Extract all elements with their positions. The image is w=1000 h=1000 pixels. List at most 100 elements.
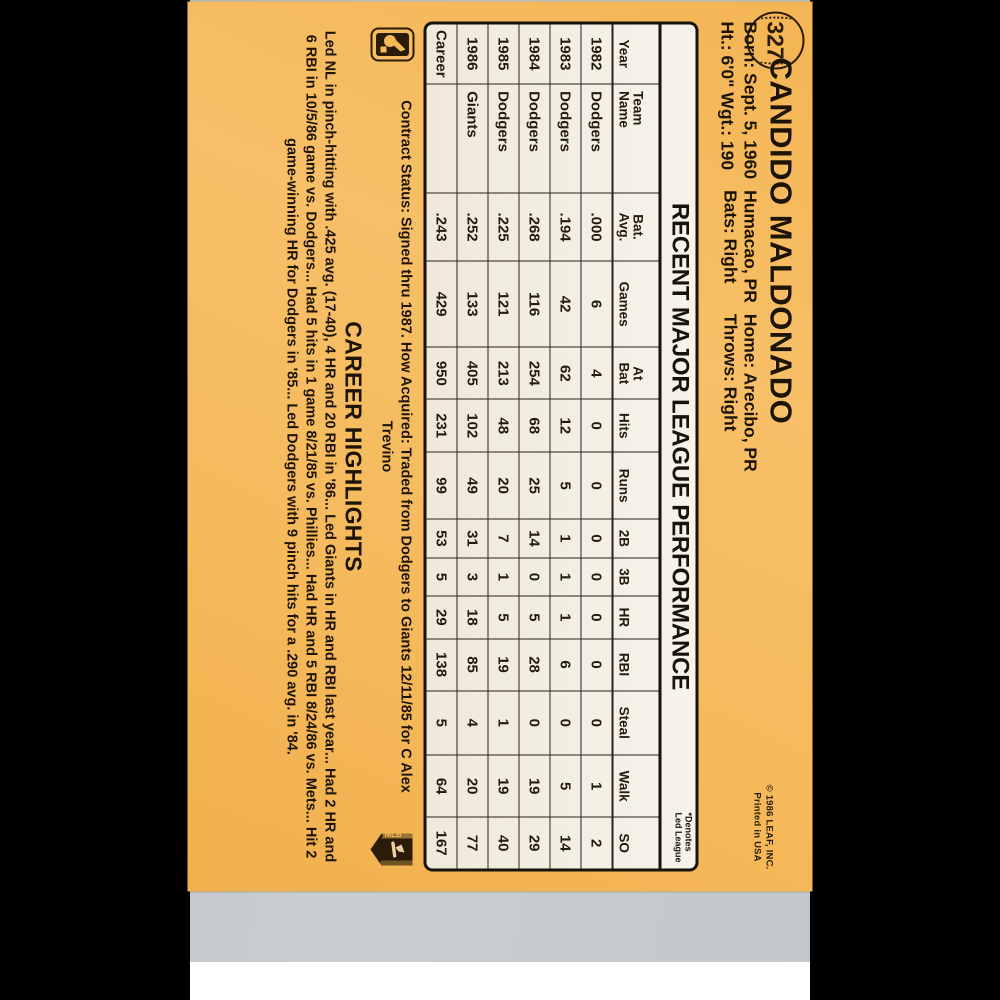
stats-cell: 18	[457, 596, 488, 639]
stats-col-header-bat: At Bat	[612, 347, 659, 400]
stats-col-header-runs: Runs	[612, 452, 659, 520]
bio-bats: Bats: Right	[720, 190, 741, 284]
copyright-line-2: Printed in USA	[751, 792, 763, 862]
stats-cell: 1	[550, 557, 581, 597]
stats-cell: Dodgers	[581, 83, 613, 194]
career-cell: 429	[426, 260, 457, 348]
stats-cell: 5	[519, 596, 550, 639]
white-bottom-band	[190, 962, 810, 1000]
table-row: 1985 Dodgers .225 121 213 48 20 7 1 5 19 1 19 40	[488, 24, 519, 869]
stats-cell: 1986	[457, 24, 488, 84]
legend-line-1: *Denotes	[683, 812, 694, 852]
stats-cell: 1984	[519, 24, 550, 84]
stats-cell: 0	[581, 638, 613, 691]
stats-col-header-line-2: Steal	[616, 706, 632, 739]
career-cell: 950	[426, 347, 457, 400]
stats-cell: 0	[581, 690, 613, 756]
career-label-cell: Career	[426, 24, 457, 84]
career-cell: 5	[426, 557, 457, 597]
stats-cell: 19	[488, 755, 519, 818]
stats-col-header-line-2: Walk	[616, 770, 632, 802]
stats-col-header-line-2: 2B	[616, 529, 632, 548]
card-header: CANDIDO MALDONADO Born: Sept. 5, 1960 Ht…	[701, 22, 798, 872]
stats-cell: 0	[519, 690, 550, 756]
stats-cell: 40	[488, 817, 519, 869]
stats-cell: 102	[457, 399, 488, 453]
stats-cell: 77	[457, 817, 488, 869]
stats-cell: .225	[488, 193, 519, 261]
stats-cell: .268	[519, 193, 550, 261]
table-row: 1982 Dodgers .000 6 4 0 0 0 0 0 0 0 1 2	[581, 24, 613, 869]
stats-cell: 1	[550, 596, 581, 639]
stats-col-header-line-2: Runs	[616, 468, 632, 503]
stats-cell: 14	[519, 519, 550, 558]
stats-col-header-name: Team Name	[612, 83, 659, 194]
stats-cell: 20	[457, 755, 488, 818]
stats-col-header-line-1: At	[630, 366, 646, 381]
stats-cell: 12	[550, 399, 581, 453]
stats-cell: 7	[488, 519, 519, 558]
stats-cell: 3	[457, 557, 488, 597]
stats-cell: 213	[488, 347, 519, 400]
stats-col-header-line-2: Hits	[616, 412, 632, 439]
stats-col-header-line-2: Avg.	[616, 212, 632, 242]
stats-cell: 29	[519, 817, 550, 869]
career-cell: 64	[426, 755, 457, 818]
stats-col-header-3b: 3B	[612, 557, 659, 597]
stats-cell: Dodgers	[550, 83, 581, 194]
stats-col-header-hr: HR	[612, 596, 659, 639]
stats-col-header-line-2: RBI	[616, 652, 632, 677]
stats-cell: 0	[581, 452, 613, 520]
stats-cell: 28	[519, 638, 550, 691]
led-league-legend: *Denotes Led League	[673, 812, 694, 862]
bio-throws: Throws: Right	[720, 313, 741, 432]
stats-col-header-line-2: 3B	[616, 568, 632, 586]
career-cell: 167	[433, 830, 450, 856]
stats-cell: Dodgers	[519, 83, 550, 194]
stats-cell: 5	[550, 755, 581, 818]
stats-cell: 405	[457, 347, 488, 400]
mlb-players-association-logo-icon	[370, 27, 415, 62]
stats-col-header-avg-: Bat. Avg.	[612, 193, 659, 261]
stats-col-header-line-2: SO	[616, 833, 632, 853]
stats-col-header-hits: Hits	[612, 399, 659, 453]
stats-cell: .252	[457, 193, 488, 261]
stats-cell: 1982	[581, 24, 613, 84]
stats-table-body: 1982 Dodgers .000 6 4 0 0 0 0 0 0 0 1 2 1983 Dodgers .19…	[426, 24, 613, 869]
stats-col-header-line-2: Year	[616, 39, 632, 69]
stats-col-header-so: SO	[612, 817, 659, 869]
stats-col-header-line-1: Bat.	[630, 214, 646, 240]
stats-col-header-line-2: Games	[616, 281, 632, 327]
stats-cell: 31	[457, 519, 488, 558]
stats-table-title: RECENT MAJOR LEAGUE PERFORMANCE	[666, 202, 694, 691]
career-highlights-title: CAREER HIGHLIGHTS	[340, 321, 367, 572]
stats-cell: 19	[519, 755, 550, 818]
stats-cell: 85	[457, 638, 488, 691]
career-cell: 231	[426, 399, 457, 453]
stats-col-header-line-2: HR	[616, 607, 632, 628]
stats-cell: 0	[581, 399, 613, 453]
card-content: 3 2 7 CANDIDO MALDONADO Born: Sept. 5, 196…	[188, 2, 813, 892]
stats-cell: 0	[581, 557, 613, 597]
bio-home: Home: Arecibo, PR	[740, 313, 761, 472]
stats-col-header-games: Games	[612, 260, 659, 348]
stats-cell: 4	[581, 347, 613, 400]
stats-cell: 6	[581, 260, 613, 348]
bio-birthplace-column: Humacao, PR Bats: Right	[720, 190, 760, 303]
stats-cell: 2	[581, 817, 613, 869]
table-row: 1983 Dodgers .194 42 62 12 5 1 1 1 6 0 5 14	[550, 24, 581, 869]
stats-cell: 0	[519, 557, 550, 597]
stats-cell: 1	[550, 519, 581, 558]
stats-cell: 49	[457, 452, 488, 520]
stats-col-header-2b: 2B	[612, 519, 659, 558]
stats-col-header-rbi: RBI	[612, 638, 659, 691]
stats-cell: Giants	[457, 83, 488, 194]
bio-home-column: Home: Arecibo, PR Throws: Right	[720, 314, 760, 472]
stats-col-header-steal: Steal	[612, 690, 659, 756]
stats-cell: 116	[519, 260, 550, 348]
career-cell: 53	[426, 519, 457, 558]
stats-table-title-bar: RECENT MAJOR LEAGUE PERFORMANCE *Denotes…	[658, 24, 696, 869]
stats-col-header-line-2: Name	[616, 91, 632, 128]
stats-cell: 0	[550, 690, 581, 756]
